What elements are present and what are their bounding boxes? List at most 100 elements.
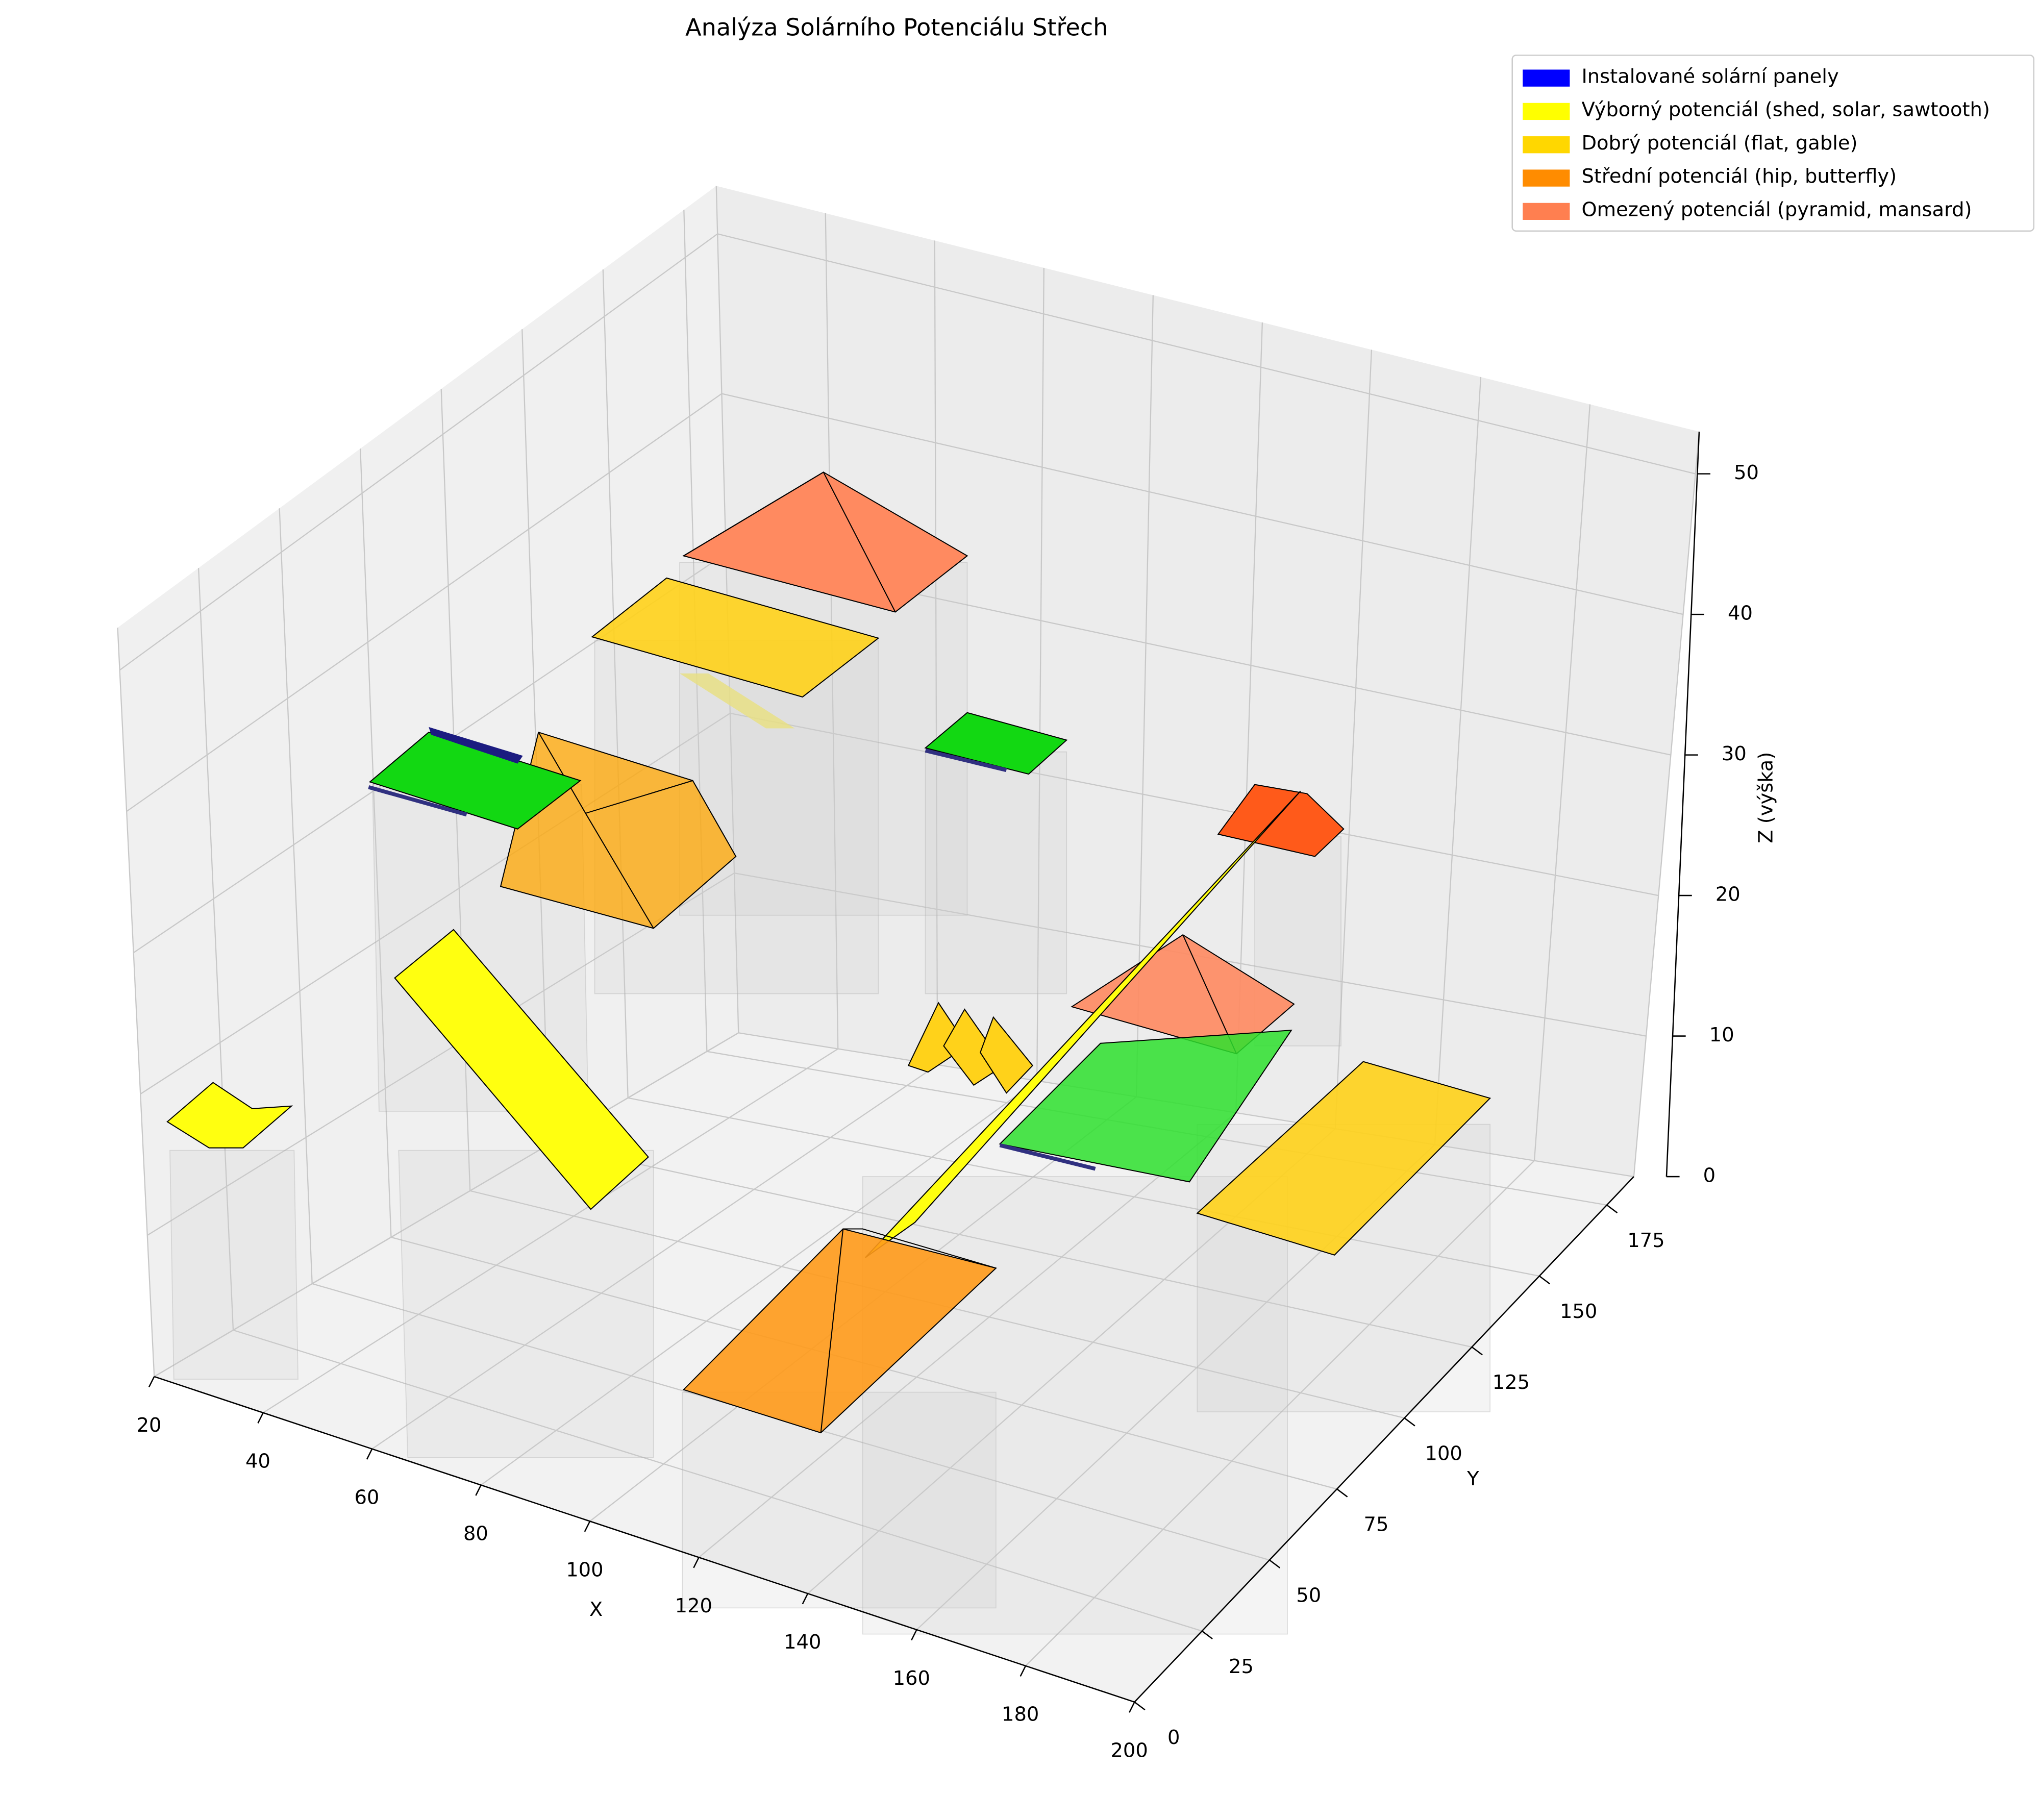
y-tick-label: 75 <box>1364 1513 1389 1536</box>
flat-roof <box>591 577 880 698</box>
grid-line <box>521 329 550 1144</box>
back-pane <box>716 186 1699 1177</box>
panel-roof <box>999 1029 1292 1183</box>
tick-mark <box>584 1520 591 1532</box>
y-tick-label: 125 <box>1493 1371 1530 1394</box>
building <box>925 751 1067 994</box>
legend-label: Střední potenciál (hip, butterfly) <box>1581 165 1897 188</box>
tick-mark <box>1269 1559 1281 1568</box>
x-axis-label: X <box>589 1598 603 1621</box>
y-tick-label: 0 <box>1167 1726 1180 1749</box>
z-tick-label: 10 <box>1709 1024 1734 1046</box>
panel <box>368 785 467 817</box>
legend-label: Dobrý potenciál (flat, gable) <box>1581 132 1857 155</box>
grid-line <box>147 872 735 1236</box>
pyramid-roof <box>1217 784 1345 857</box>
flat-roof <box>1196 1061 1491 1256</box>
grid-line <box>154 1032 739 1377</box>
grid-line <box>480 1080 1037 1486</box>
tick-mark <box>911 1629 917 1641</box>
z-tick-label: 40 <box>1728 602 1753 625</box>
z-tick-label: 50 <box>1734 461 1759 484</box>
grid-line <box>1533 404 1591 1161</box>
grid-line <box>1036 267 1045 1081</box>
grid-line <box>730 712 1659 896</box>
grid-line <box>628 1097 1540 1277</box>
roof-edge <box>1182 934 1237 1054</box>
tick-mark <box>1404 1417 1415 1427</box>
grid-line <box>279 508 313 1284</box>
shed-roof <box>864 790 1301 1258</box>
shed-roof <box>394 929 649 1210</box>
grid-line <box>717 233 1696 475</box>
grid-line <box>117 628 155 1377</box>
x-tick-label: 80 <box>463 1522 488 1545</box>
grid-line <box>126 393 723 812</box>
roofs <box>166 471 1491 1635</box>
x-tick-label: 200 <box>1111 1739 1148 1762</box>
legend-box <box>1511 54 2035 232</box>
panel <box>925 749 1007 772</box>
tick-mark <box>693 1557 700 1568</box>
tick-mark <box>148 1376 155 1388</box>
grid-line <box>263 1048 838 1413</box>
grid-line <box>1434 377 1482 1145</box>
x-axis <box>154 1376 1135 1703</box>
roof-edge <box>843 1228 997 1269</box>
y-tick-label: 25 <box>1229 1655 1254 1678</box>
grid-line <box>722 393 1683 615</box>
legend-label: Instalované solární panely <box>1581 65 1838 88</box>
legend-swatch <box>1523 203 1570 220</box>
legend-label: Omezený potenciál (pyramid, mansard) <box>1581 198 1972 221</box>
legend-swatch <box>1523 103 1570 120</box>
x-tick-label: 40 <box>245 1450 270 1473</box>
y-axis-label: Y <box>1466 1467 1479 1490</box>
legend-swatch <box>1523 169 1570 187</box>
grid-line <box>371 1064 938 1450</box>
y-axis <box>1134 1176 1634 1703</box>
grid-line <box>1633 431 1700 1177</box>
z-axis-label: Z (výška) <box>1755 752 1778 843</box>
tick-mark <box>1471 1346 1483 1356</box>
tick-mark <box>1201 1630 1213 1640</box>
z-tick-label: 30 <box>1722 742 1747 765</box>
y-tick-label: 100 <box>1425 1442 1462 1465</box>
flat-roof <box>680 673 795 729</box>
roof-edge <box>820 1229 844 1433</box>
x-tick-label: 20 <box>137 1414 162 1437</box>
grid-line <box>197 568 234 1330</box>
panel <box>429 727 523 764</box>
roof-edge <box>585 813 654 929</box>
chart-title: Analýza Solárního Potenciálu Střech <box>685 14 1108 41</box>
grid-line <box>233 1329 1202 1632</box>
panel-roof <box>368 731 582 830</box>
grid-line <box>1025 1160 1535 1666</box>
legend-label: Výborný potenciál (shed, solar, sawtooth… <box>1581 98 1990 121</box>
grid-line <box>360 448 392 1237</box>
tick-mark <box>366 1449 373 1460</box>
tick-mark <box>1020 1665 1027 1677</box>
y-tick-label: 175 <box>1627 1229 1664 1252</box>
grid-line <box>549 1143 1472 1348</box>
x-tick-label: 100 <box>566 1558 603 1581</box>
building <box>169 1150 299 1380</box>
tick-mark <box>475 1485 482 1496</box>
z-tick-label: 20 <box>1715 883 1740 906</box>
tick-mark <box>802 1593 809 1605</box>
grid-line <box>119 233 718 671</box>
grid-line <box>934 240 938 1065</box>
shed-roof <box>166 1082 293 1149</box>
x-tick-label: 60 <box>355 1486 380 1509</box>
legend-swatch <box>1523 136 1570 154</box>
tick-mark <box>1336 1488 1348 1498</box>
legend-swatch <box>1523 69 1570 87</box>
panel <box>999 1143 1096 1171</box>
grid-line <box>698 1112 1236 1558</box>
axes: 2040608010012014016018020002550751001251… <box>137 431 1759 1762</box>
tick-mark <box>1134 1701 1146 1711</box>
legend: Instalované solární panely Výborný potenc… <box>1511 54 2035 232</box>
tick-mark <box>1606 1204 1618 1214</box>
grid-line <box>1334 350 1373 1129</box>
